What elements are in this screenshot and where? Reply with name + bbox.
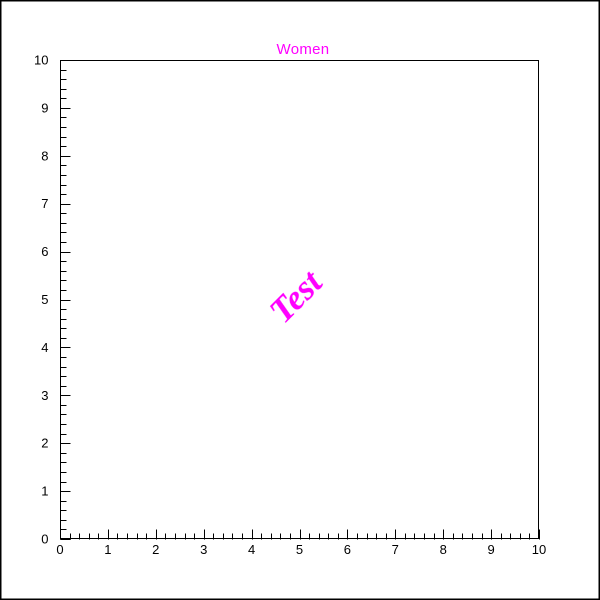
svg-text:3: 3 (41, 388, 48, 403)
svg-text:0: 0 (41, 532, 48, 547)
svg-text:4: 4 (248, 542, 255, 557)
svg-text:2: 2 (41, 436, 48, 451)
svg-text:8: 8 (41, 148, 48, 163)
svg-text:6: 6 (41, 244, 48, 259)
svg-text:3: 3 (200, 542, 207, 557)
svg-text:10: 10 (532, 542, 546, 557)
svg-text:8: 8 (440, 542, 447, 557)
svg-text:7: 7 (41, 196, 48, 211)
svg-text:0: 0 (56, 542, 63, 557)
svg-text:4: 4 (41, 340, 48, 355)
svg-text:7: 7 (392, 542, 399, 557)
svg-text:2: 2 (152, 542, 159, 557)
svg-text:9: 9 (487, 542, 494, 557)
svg-text:10: 10 (34, 53, 48, 68)
svg-text:5: 5 (296, 542, 303, 557)
svg-text:9: 9 (41, 100, 48, 115)
svg-text:5: 5 (41, 292, 48, 307)
svg-text:1: 1 (104, 542, 111, 557)
svg-text:1: 1 (41, 484, 48, 499)
svg-text:6: 6 (344, 542, 351, 557)
